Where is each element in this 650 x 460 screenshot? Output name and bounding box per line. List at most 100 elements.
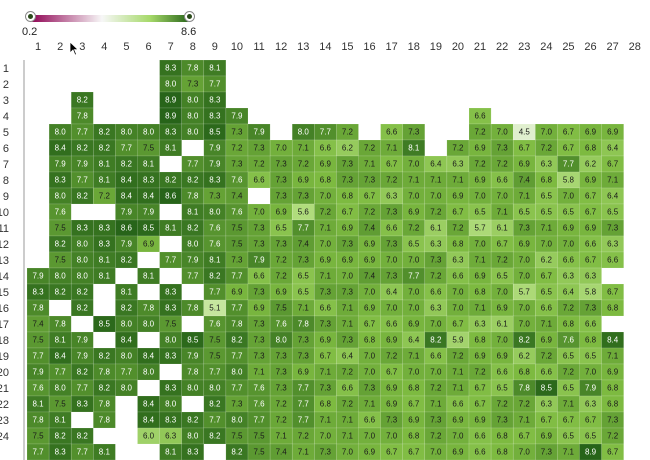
heatmap-cell[interactable] (115, 379, 138, 397)
x-tick-label: 11 (253, 41, 264, 53)
cell-value-label: 6.7 (607, 288, 619, 297)
cell-value-label: 7.0 (364, 352, 376, 361)
cell-value-label: 7.2 (276, 400, 288, 409)
cell-value-label: 7.0 (430, 368, 442, 377)
cell-value-label: 7.0 (342, 272, 354, 281)
cell-value-label: 7.7 (121, 368, 133, 377)
cell-value-label: 6.7 (563, 416, 575, 425)
heatmap-cell[interactable] (601, 443, 624, 460)
cell-value-label: 6.9 (408, 416, 420, 425)
cell-value-label: 6.5 (541, 288, 553, 297)
cell-value-label: 7.0 (386, 432, 398, 441)
legend-min-handle[interactable] (25, 11, 36, 22)
heatmap-cell[interactable] (93, 411, 116, 429)
heatmap-cell[interactable] (70, 187, 94, 205)
heatmap-cell[interactable] (601, 299, 624, 317)
cell-value-label: 6.5 (276, 224, 288, 233)
heatmap-cell[interactable] (159, 139, 182, 157)
cell-value-label: 8.2 (77, 288, 89, 297)
x-tick-label: 22 (496, 41, 508, 53)
heatmap-cell[interactable] (93, 267, 116, 285)
cell-value-label: 7.7 (209, 368, 221, 377)
cell-value-label: 7.1 (541, 320, 553, 329)
cell-value-label: 7.0 (452, 432, 464, 441)
x-tick-label: 8 (190, 41, 196, 53)
cell-value-label: 7.3 (231, 256, 243, 265)
y-tick-label: 21 (0, 383, 9, 395)
heatmap-cell[interactable] (137, 235, 160, 253)
cell-value-label: 6.7 (585, 256, 597, 265)
cell-value-label: 8.2 (187, 416, 199, 425)
heatmap-cell[interactable] (137, 267, 160, 285)
cell-value-label: 6.6 (253, 272, 265, 281)
cell-value-label: 6.7 (408, 448, 420, 457)
cell-value-label: 6.8 (585, 144, 597, 153)
cell-value-label: 7.8 (187, 304, 199, 313)
cell-value-label: 7.2 (497, 160, 509, 169)
cell-value-label: 6.6 (541, 368, 553, 377)
cell-value-label: 7.2 (99, 192, 111, 201)
cell-value-label: 7.2 (430, 272, 442, 281)
cell-value-label: 6.6 (474, 448, 486, 457)
cell-value-label: 6.6 (497, 176, 509, 185)
cell-value-label: 7.0 (320, 240, 332, 249)
cell-value-label: 6.8 (320, 400, 332, 409)
cell-value-label: 8.1 (55, 416, 67, 425)
heatmap-cell[interactable] (70, 299, 94, 317)
heatmap-cell[interactable] (181, 443, 205, 460)
cell-value-label: 7.2 (474, 160, 486, 169)
cell-value-label: 6.6 (585, 320, 597, 329)
cell-value-label: 8.2 (99, 352, 111, 361)
y-tick-label: 24 (0, 431, 9, 443)
heatmap-cell[interactable] (535, 443, 558, 460)
heatmap-cell[interactable] (137, 363, 160, 381)
cell-value-label: 7.8 (99, 400, 111, 409)
cell-value-label: 8.4 (55, 144, 67, 153)
cell-value-label: 8.2 (121, 256, 133, 265)
y-tick-label: 22 (0, 399, 9, 411)
cell-value-label: 6.9 (408, 208, 420, 217)
cell-value-label: 6.8 (408, 432, 420, 441)
cell-value-label: 6.6 (364, 416, 376, 425)
cell-value-label: 8.0 (55, 192, 67, 201)
heatmap-cell[interactable] (93, 443, 116, 460)
cell-value-label: 8.5 (187, 336, 199, 345)
cell-value-label: 7.8 (99, 416, 111, 425)
cell-value-label: 7.2 (474, 128, 486, 137)
cell-value-label: 8.3 (32, 288, 44, 297)
cell-value-label: 7.0 (408, 288, 420, 297)
cell-value-label: 7.2 (364, 144, 376, 153)
cell-value-label: 6.8 (342, 192, 354, 201)
cell-value-label: 7.0 (519, 448, 531, 457)
cell-value-label: 7.5 (32, 432, 44, 441)
cell-value-label: 6.8 (474, 336, 486, 345)
cell-value-label: 8.3 (209, 112, 221, 121)
cell-value-label: 6.8 (607, 304, 619, 313)
cell-value-label: 7.7 (209, 416, 221, 425)
cell-value-label: 7.2 (298, 160, 310, 169)
cell-value-label: 7.7 (563, 160, 575, 169)
cell-value-label: 8.3 (165, 64, 177, 73)
heatmap-cell[interactable] (115, 251, 138, 269)
cell-value-label: 6.9 (143, 240, 155, 249)
cell-value-label: 7.3 (187, 80, 199, 89)
cell-value-label: 6.8 (585, 336, 597, 345)
cell-value-label: 7.6 (253, 384, 265, 393)
cell-value-label: 7.3 (342, 288, 354, 297)
cell-value-label: 6.9 (452, 448, 464, 457)
legend-max-handle[interactable] (184, 11, 195, 22)
cell-value-label: 6.9 (585, 176, 597, 185)
cell-value-label: 7.1 (408, 352, 420, 361)
cell-value-label: 8.2 (77, 96, 89, 105)
heatmap-cell[interactable] (70, 395, 94, 413)
cell-value-label: 6.7 (474, 384, 486, 393)
cell-value-label: 6.6 (452, 272, 464, 281)
cell-value-label: 6.7 (519, 432, 531, 441)
heatmap-cell[interactable] (601, 251, 624, 269)
cell-value-label: 7.7 (77, 128, 89, 137)
cell-value-label: 7.3 (276, 384, 288, 393)
cell-value-label: 6.6 (342, 384, 354, 393)
cell-value-label: 6.7 (541, 416, 553, 425)
heatmap-cell[interactable] (70, 443, 94, 460)
cell-value-label: 6.9 (231, 288, 243, 297)
